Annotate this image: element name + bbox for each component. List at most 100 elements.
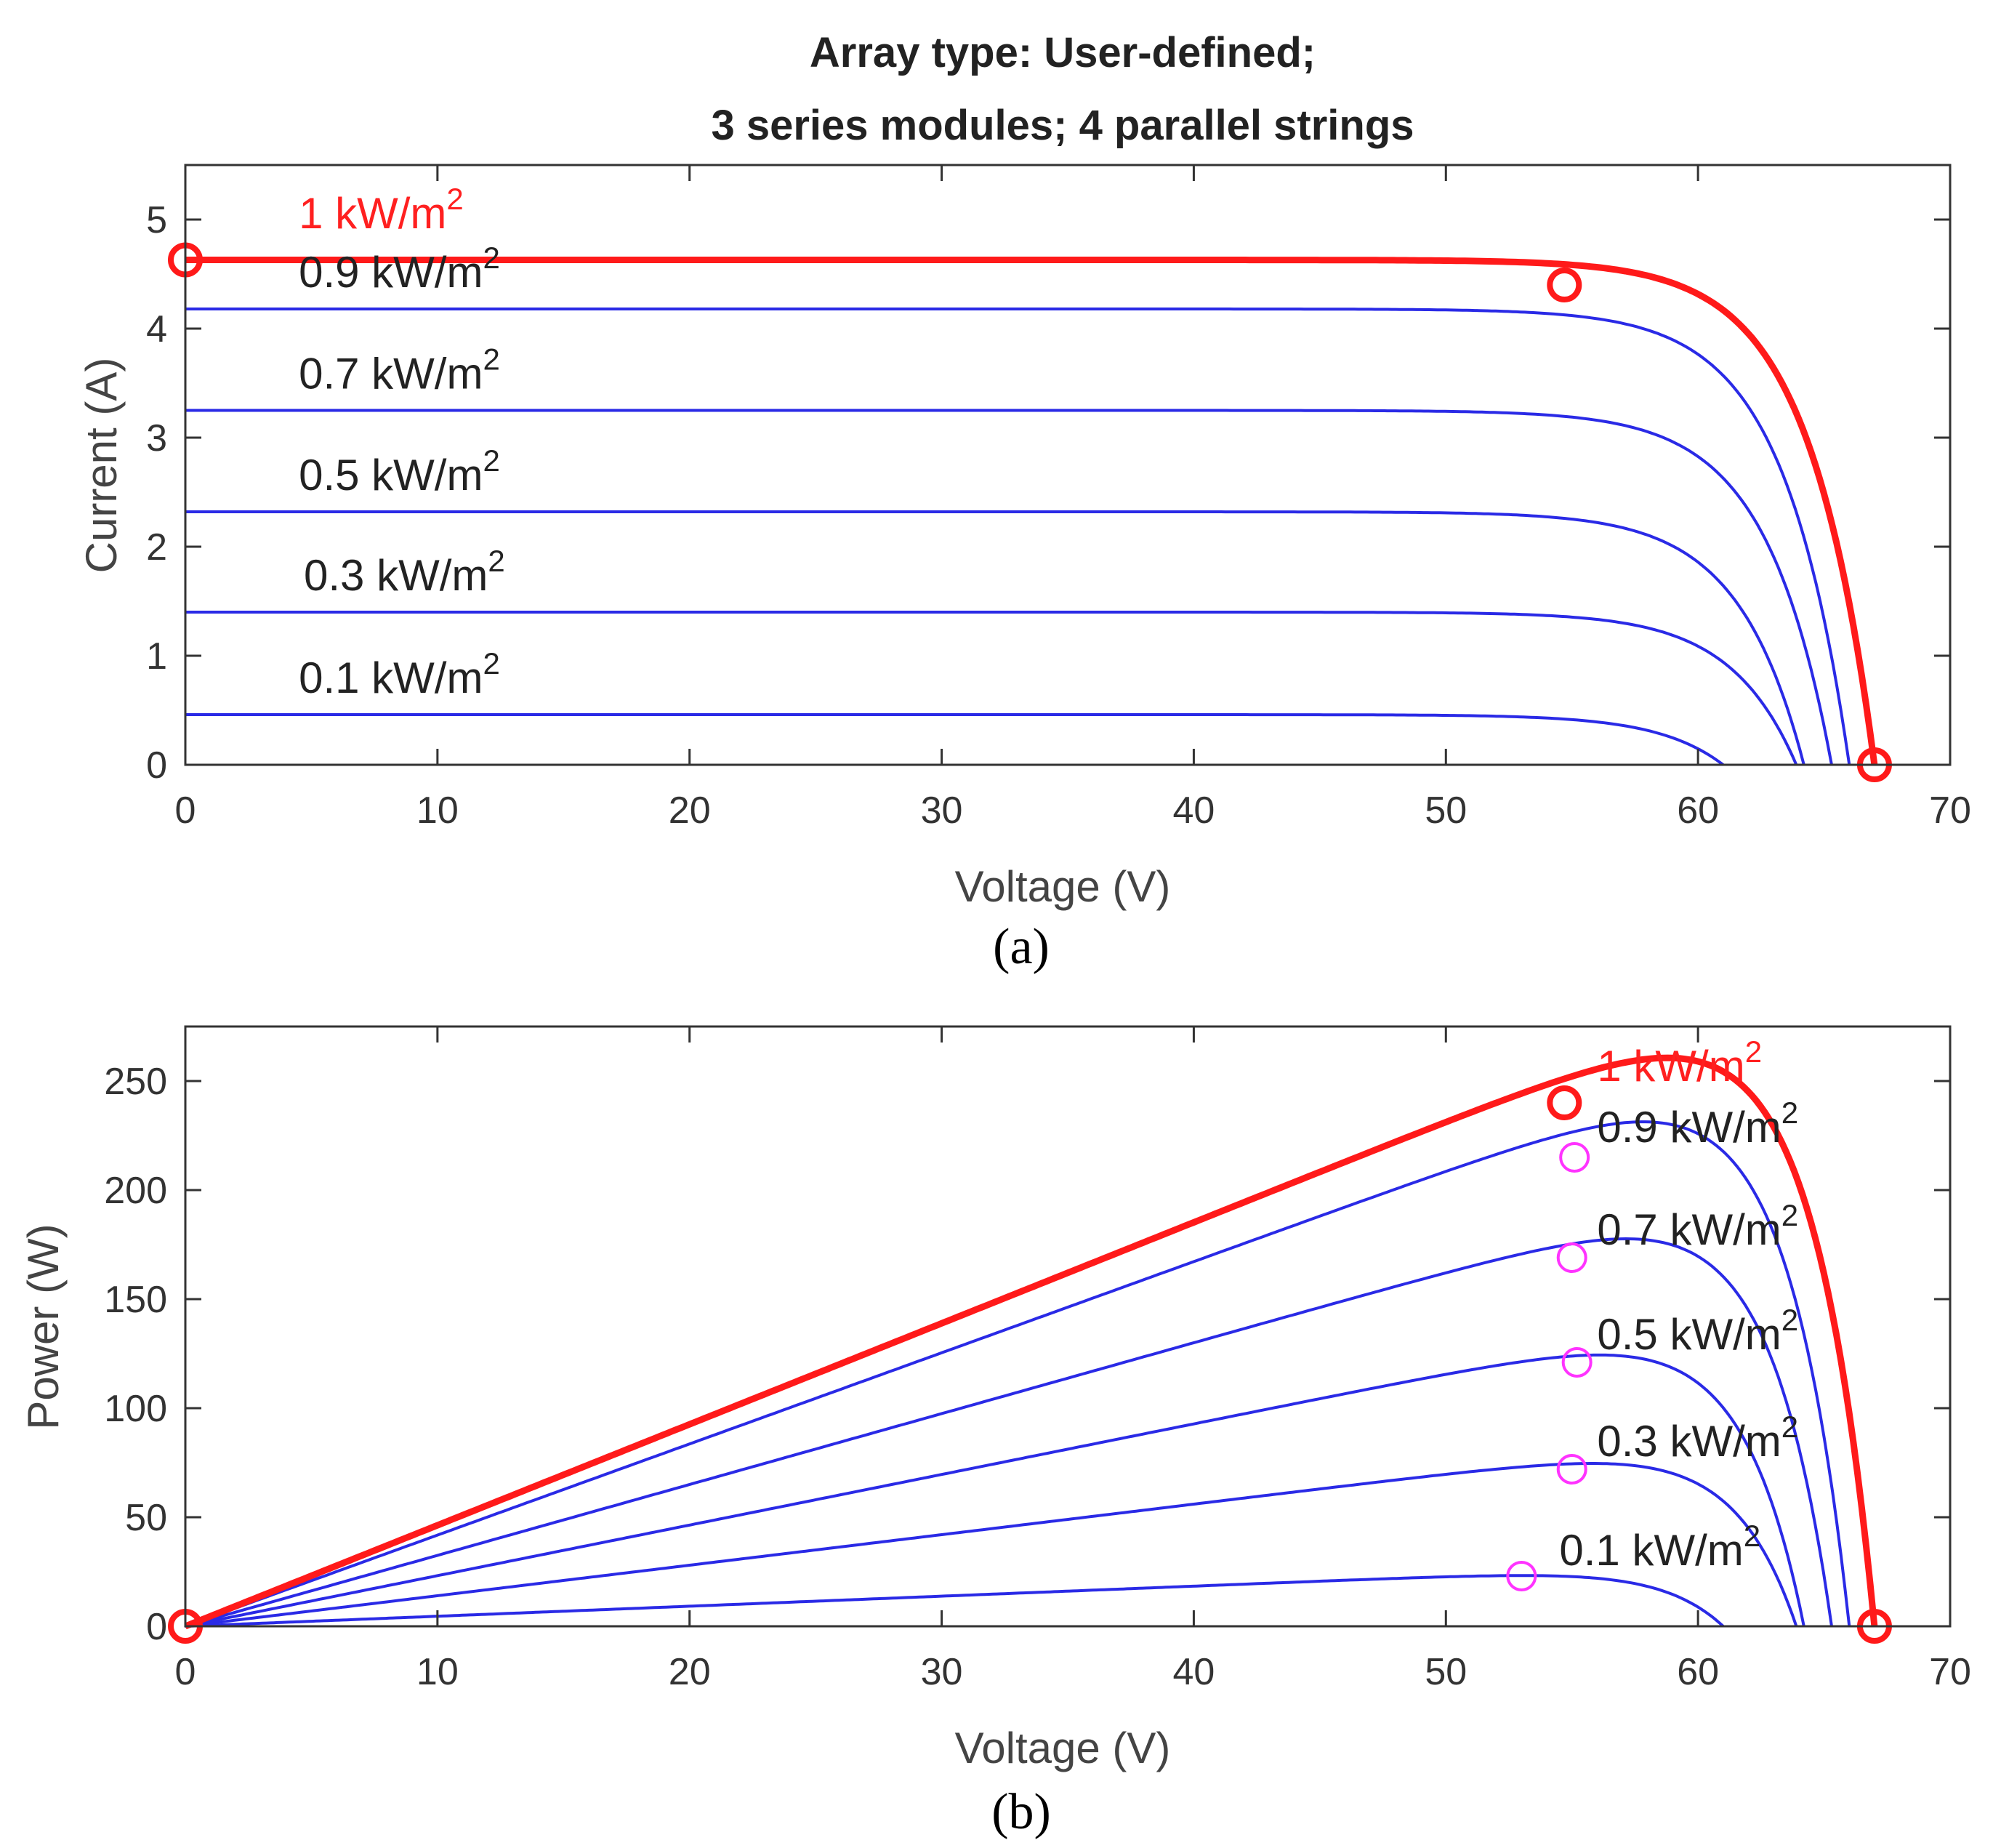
iv-curve-label-sup-1: 2 [483, 241, 499, 275]
pv-ticks: 0 10 20 30 40 50 60 70 0 50 100 150 200 250 [104, 1027, 1971, 1693]
pv-xtick-label-1: 10 [416, 1651, 459, 1693]
iv-series-line-2 [185, 409, 1833, 766]
pv-ytick-label-1: 50 [125, 1497, 167, 1539]
pv-mpp-marker-2 [1556, 1242, 1587, 1273]
iv-xtick-label-6: 60 [1677, 790, 1719, 832]
pv-curve-label-text-1: 0.9 kW/m [1597, 1103, 1781, 1152]
pv-mpp-marker-4 [1556, 1454, 1587, 1485]
iv-curve-label-sup-3: 2 [483, 443, 499, 478]
iv-ylabel: Current (A) [77, 358, 126, 574]
pv-curve-label-5: 0.1 kW/m2 [1559, 1519, 1760, 1575]
pv-ytick-label-0: 0 [146, 1606, 167, 1648]
iv-xtick-label-2: 20 [669, 790, 711, 832]
chart-title-line2: 3 series modules; 4 parallel strings [711, 102, 1414, 149]
pv-ytick-label-2: 100 [104, 1388, 167, 1430]
pv-mpp-marker-5 [1506, 1561, 1537, 1591]
pv-curve-label-text-0: 1 kW/m [1597, 1042, 1744, 1090]
pv-ylabel: Power (W) [19, 1224, 68, 1429]
pv-curve-label-3: 0.5 kW/m2 [1597, 1303, 1798, 1359]
pv-curve-label-text-4: 0.3 kW/m [1597, 1417, 1781, 1466]
iv-curve-labels: 1 kW/m20.9 kW/m20.7 kW/m20.5 kW/m20.3 kW… [299, 182, 505, 702]
pv-ytick-label-4: 200 [104, 1170, 167, 1212]
iv-curve-label-5: 0.1 kW/m2 [299, 646, 500, 702]
pv-mpp-marker-1 [1559, 1142, 1590, 1173]
pv-curve-label-text-3: 0.5 kW/m [1597, 1310, 1781, 1359]
iv-curve-label-1: 0.9 kW/m2 [299, 241, 500, 297]
pv-xtick-label-5: 50 [1425, 1651, 1467, 1693]
pv-series-line-5 [185, 1574, 1725, 1628]
iv-highlight-marker-1 [1547, 268, 1582, 302]
iv-axes-box [184, 164, 1952, 766]
iv-xlabel: Voltage (V) [955, 862, 1171, 911]
iv-curve-label-2: 0.7 kW/m2 [299, 342, 500, 398]
pv-curve-label-1: 0.9 kW/m2 [1597, 1096, 1798, 1152]
pv-series-line-3 [185, 1353, 1805, 1628]
pv-caption: (b) [991, 1784, 1051, 1840]
iv-curve-label-4: 0.3 kW/m2 [304, 544, 505, 600]
iv-curve-label-sup-2: 2 [483, 342, 499, 377]
pv-xlabel: Voltage (V) [955, 1724, 1171, 1772]
pv-curve-label-sup-4: 2 [1781, 1410, 1798, 1444]
iv-xtick-label-0: 0 [175, 790, 196, 832]
pv-curve-label-0: 1 kW/m2 [1597, 1035, 1762, 1090]
pv-curve-label-sup-2: 2 [1781, 1198, 1798, 1232]
iv-ytick-label-3: 3 [146, 417, 167, 459]
chart-title-line1: Array type: User-defined; [810, 29, 1316, 76]
pv-curve-label-sup-0: 2 [1745, 1035, 1762, 1069]
iv-curve-label-text-4: 0.3 kW/m [304, 551, 488, 600]
pv-ytick-label-5: 250 [104, 1061, 167, 1103]
iv-xtick-label-1: 10 [416, 790, 459, 832]
iv-xtick-label-5: 50 [1425, 790, 1467, 832]
pv-xtick-label-3: 30 [921, 1651, 963, 1693]
pv-series-line-4 [185, 1462, 1798, 1628]
iv-xtick-label-7: 70 [1929, 790, 1971, 832]
pv-highlight-marker-1 [1547, 1085, 1582, 1120]
iv-curve-label-0: 1 kW/m2 [299, 182, 464, 238]
iv-series-line-1 [185, 308, 1851, 766]
pv-curve-label-sup-5: 2 [1744, 1519, 1760, 1553]
pv-axes-box [184, 1025, 1952, 1628]
pv-series-line-1 [185, 1120, 1851, 1628]
pv-ytick-label-3: 150 [104, 1279, 167, 1321]
pv-xtick-label-6: 60 [1677, 1651, 1719, 1693]
pv-curve-labels: 1 kW/m20.9 kW/m20.7 kW/m20.5 kW/m20.3 kW… [1559, 1035, 1798, 1575]
iv-plot-content [168, 242, 1892, 782]
iv-curve-label-text-1: 0.9 kW/m [299, 248, 483, 297]
pv-xtick-label-4: 40 [1173, 1651, 1215, 1693]
iv-curve-label-sup-4: 2 [488, 544, 504, 578]
iv-curve-label-sup-5: 2 [483, 646, 499, 680]
pv-xtick-label-7: 70 [1929, 1651, 1971, 1693]
iv-curve-label-text-5: 0.1 kW/m [299, 654, 483, 702]
iv-ytick-label-0: 0 [146, 744, 167, 787]
pv-curve-label-text-2: 0.7 kW/m [1597, 1205, 1781, 1254]
iv-series-line-5 [185, 713, 1724, 766]
pv-mpp-marker-3 [1561, 1347, 1593, 1378]
pv-xtick-label-0: 0 [175, 1651, 196, 1693]
pv-series-line-0 [184, 1054, 1878, 1630]
pv-curve-label-2: 0.7 kW/m2 [1597, 1198, 1798, 1254]
iv-ticks: 0 10 20 30 40 50 60 70 0 1 2 3 4 5 [146, 165, 1971, 832]
pv-curve-label-sup-3: 2 [1781, 1303, 1798, 1337]
iv-ytick-label-2: 2 [146, 526, 167, 569]
pv-curve-label-4: 0.3 kW/m2 [1597, 1410, 1798, 1466]
pv-series-line-2 [185, 1237, 1833, 1628]
iv-caption: (a) [993, 919, 1050, 975]
iv-series-line-0 [185, 257, 1878, 766]
iv-curve-label-text-2: 0.7 kW/m [299, 350, 483, 398]
iv-ytick-label-4: 4 [146, 308, 167, 350]
iv-curve-label-sup-0: 2 [446, 182, 463, 216]
pv-curve-label-sup-1: 2 [1781, 1096, 1798, 1130]
pv-xtick-label-2: 20 [669, 1651, 711, 1693]
iv-ytick-label-1: 1 [146, 635, 167, 678]
pv-curve-label-text-5: 0.1 kW/m [1559, 1526, 1743, 1575]
iv-series-line-4 [185, 611, 1798, 766]
iv-series-line-3 [185, 510, 1805, 766]
iv-xtick-label-3: 30 [921, 790, 963, 832]
iv-ytick-label-5: 5 [146, 199, 167, 241]
iv-curve-label-3: 0.5 kW/m2 [299, 443, 500, 499]
iv-curve-label-text-3: 0.5 kW/m [299, 451, 483, 499]
iv-xtick-label-4: 40 [1173, 790, 1215, 832]
